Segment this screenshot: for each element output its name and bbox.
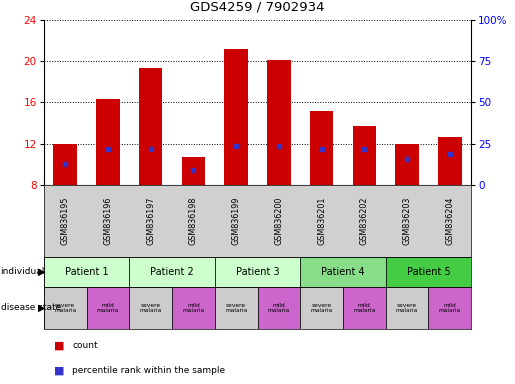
Text: ■: ■ [54,365,64,375]
Text: GSM836200: GSM836200 [274,197,283,245]
Bar [172,287,215,329]
Bar [343,287,386,329]
Text: mild
malaria: mild malaria [182,303,204,313]
Text: mild
malaria: mild malaria [268,303,290,313]
Bar [300,257,386,287]
Bar [87,287,129,329]
Bar [129,257,215,287]
Bar [215,257,300,287]
Text: mild
malaria: mild malaria [353,303,375,313]
Text: GSM836195: GSM836195 [61,197,70,245]
Bar [44,287,87,329]
Text: GSM836201: GSM836201 [317,197,326,245]
Text: Patient 1: Patient 1 [65,267,108,277]
Text: severe
malaria: severe malaria [311,303,333,313]
Text: severe
malaria: severe malaria [396,303,418,313]
Bar [353,126,376,185]
Bar [96,99,119,185]
Text: ■: ■ [54,341,64,351]
Text: individual: individual [1,268,45,276]
Bar [386,257,471,287]
Bar [54,144,77,185]
Text: GSM836197: GSM836197 [146,197,155,245]
Text: GSM836199: GSM836199 [232,197,241,245]
Text: GSM836196: GSM836196 [104,197,112,245]
Text: mild
malaria: mild malaria [97,303,119,313]
Bar [267,60,290,185]
Text: severe
malaria: severe malaria [54,303,76,313]
Bar [44,257,129,287]
Bar [386,287,428,329]
Bar [396,144,419,185]
Bar [428,287,471,329]
Text: mild
malaria: mild malaria [439,303,461,313]
Text: GDS4259 / 7902934: GDS4259 / 7902934 [190,0,325,13]
Text: ▶: ▶ [38,303,46,313]
Text: severe
malaria: severe malaria [140,303,162,313]
Bar [215,287,258,329]
Text: ▶: ▶ [38,267,46,277]
Text: GSM836198: GSM836198 [189,197,198,245]
Bar [310,111,333,185]
Bar [438,137,461,185]
Bar [139,68,162,185]
Text: percentile rank within the sample: percentile rank within the sample [72,366,225,375]
Bar [129,287,172,329]
Text: Patient 3: Patient 3 [236,267,279,277]
Text: count: count [72,341,98,350]
Text: Patient 4: Patient 4 [321,267,365,277]
Text: Patient 2: Patient 2 [150,267,194,277]
Bar [182,157,205,185]
Text: GSM836202: GSM836202 [360,197,369,245]
Text: severe
malaria: severe malaria [225,303,247,313]
Text: GSM836204: GSM836204 [445,197,454,245]
Text: disease state: disease state [1,303,61,313]
Bar [258,287,300,329]
Bar [225,49,248,185]
Text: GSM836203: GSM836203 [403,197,411,245]
Text: Patient 5: Patient 5 [407,267,450,277]
Bar [300,287,343,329]
